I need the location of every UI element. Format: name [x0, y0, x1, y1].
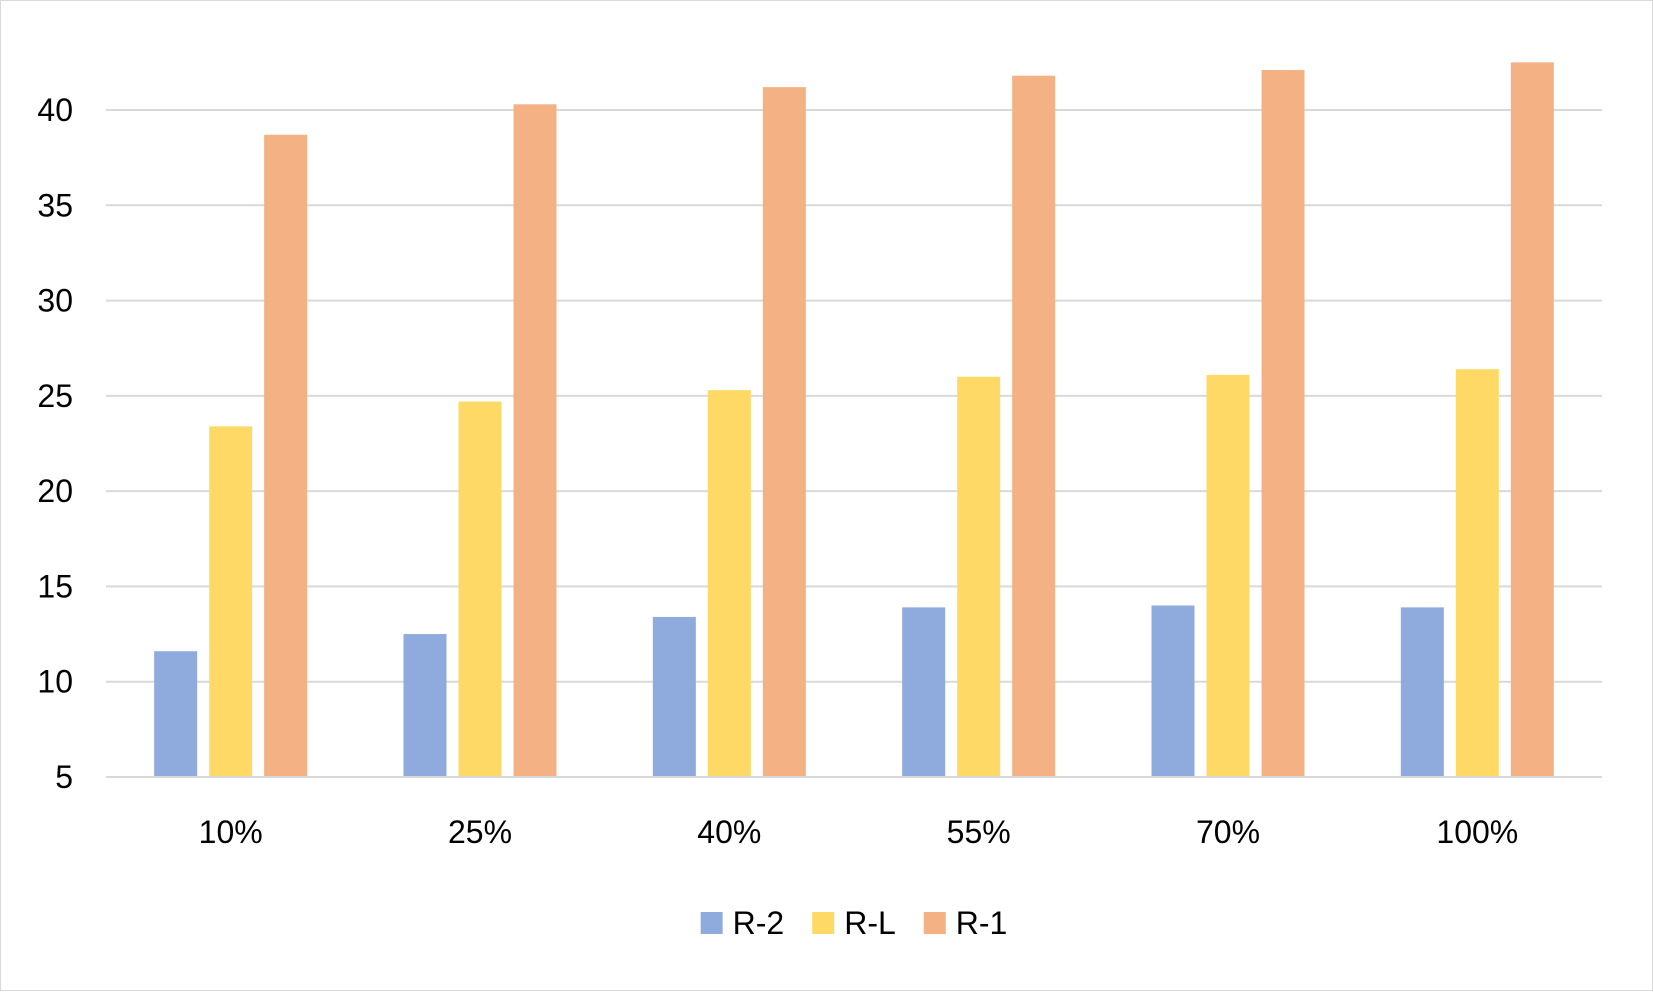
bar-r-l [957, 376, 1001, 777]
y-tick-label: 20 [37, 473, 73, 509]
bar-r-1 [762, 87, 806, 778]
bar-r-l [1206, 374, 1250, 777]
bar-r-1 [264, 134, 308, 777]
bar-r-2 [902, 607, 946, 777]
axes: 5 10 15 20 25 30 35 40 10% 25% 40% 55% 70% 100% [37, 92, 1602, 850]
bar-r-2 [154, 651, 198, 777]
legend-label: R-2 [733, 905, 785, 941]
y-tick-label: 25 [37, 378, 73, 414]
x-tick-label: 40% [697, 814, 761, 850]
bar-r-2 [403, 634, 447, 777]
bar-r-l [707, 390, 751, 777]
x-tick-label: 25% [448, 814, 512, 850]
legend: R-2 R-L R-1 [700, 905, 1008, 941]
y-tick-label: 40 [37, 92, 73, 128]
x-tick-label: 55% [947, 814, 1011, 850]
legend-item-r-l: R-L [812, 905, 896, 941]
bar-r-2 [1400, 607, 1444, 777]
bars [154, 62, 1554, 778]
y-tick-label: 15 [37, 568, 73, 604]
y-tick-label: 35 [37, 187, 73, 223]
bar-r-l [209, 426, 253, 777]
y-tick-label: 5 [55, 759, 73, 795]
x-tick-label: 70% [1196, 814, 1260, 850]
bar-r-1 [1510, 62, 1554, 778]
y-tick-label: 30 [37, 283, 73, 319]
bar-r-1 [1261, 69, 1305, 778]
legend-swatch [923, 912, 946, 934]
bar-r-1 [513, 104, 557, 778]
legend-swatch [812, 912, 835, 934]
legend-swatch [700, 912, 723, 934]
bar-r-2 [652, 616, 696, 777]
y-tick-label: 10 [37, 664, 73, 700]
x-tick-label: 100% [1436, 814, 1518, 850]
legend-label: R-L [844, 905, 896, 941]
bar-r-l [1455, 369, 1499, 777]
x-tick-label: 10% [199, 814, 263, 850]
legend-item-r-2: R-2 [700, 905, 785, 941]
grid-lines [106, 109, 1602, 778]
legend-item-r-1: R-1 [923, 905, 1008, 941]
bar-r-1 [1012, 75, 1056, 777]
bar-r-l [458, 401, 502, 777]
bar-r-2 [1151, 605, 1195, 777]
legend-label: R-1 [956, 905, 1008, 941]
